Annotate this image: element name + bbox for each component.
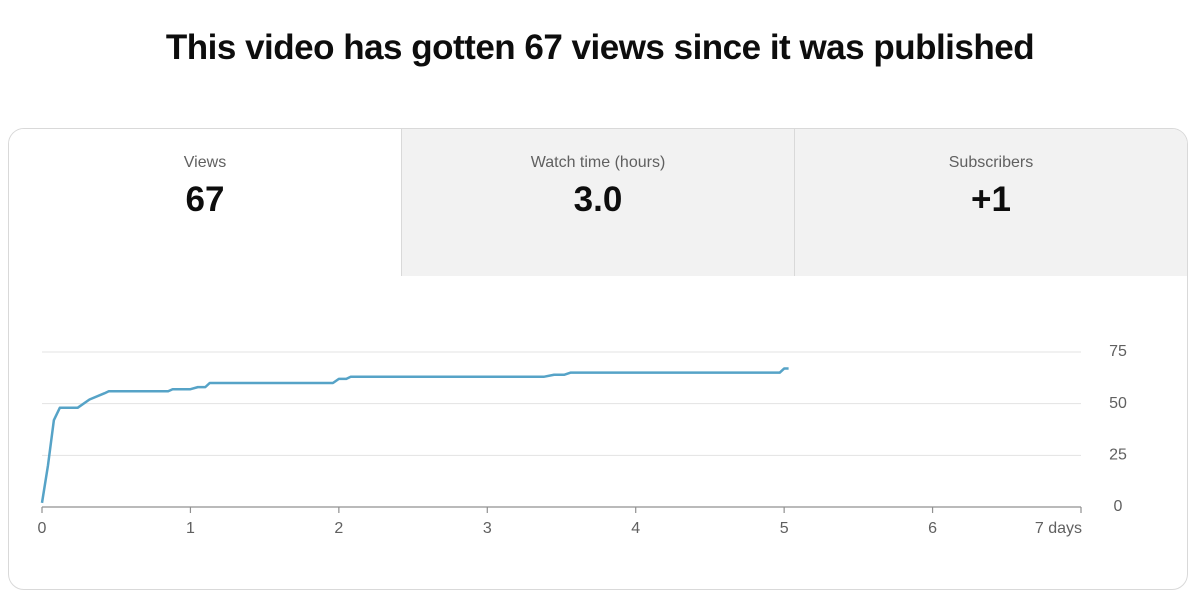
tab-label: Subscribers (948, 154, 1034, 171)
tab-value: +1 (971, 180, 1011, 219)
y-tick-label: 0 (1114, 498, 1123, 515)
x-tick-label: 3 (483, 520, 492, 537)
y-tick-label: 25 (1109, 447, 1127, 464)
tab-label: Watch time (hours) (530, 154, 666, 171)
x-tick-label: 4 (631, 520, 640, 537)
analytics-card: Views 67 Watch time (hours) 3.0 Subscrib… (8, 128, 1188, 590)
y-tick-label: 50 (1109, 395, 1127, 412)
x-tick-label: 6 (928, 520, 937, 537)
data-line (40, 367, 789, 504)
y-tick-label: 75 (1109, 343, 1127, 360)
tab-label: Views (183, 154, 227, 171)
metric-tabs: Views 67 Watch time (hours) 3.0 Subscrib… (9, 129, 1187, 276)
page-title: This video has gotten 67 views since it … (165, 28, 1035, 67)
tab-value: 3.0 (573, 180, 623, 219)
x-tick-label: 2 (334, 520, 343, 537)
page: This video has gotten 67 views since it … (8, 28, 1188, 590)
metric-tab[interactable]: Subscribers +1 (794, 129, 1187, 276)
metric-tab[interactable]: Views 67 (9, 129, 401, 276)
metric-tab[interactable]: Watch time (hours) 3.0 (401, 129, 794, 276)
x-tick-label: 5 (780, 520, 789, 537)
x-tick-label: 0 (38, 520, 47, 537)
x-tick-label: 7 days (1035, 520, 1082, 537)
chart: 0 25 50 75 0 1 2 3 4 5 6 7 days (38, 343, 1127, 537)
x-tick-label: 1 (186, 520, 195, 537)
tab-value: 67 (185, 180, 225, 219)
